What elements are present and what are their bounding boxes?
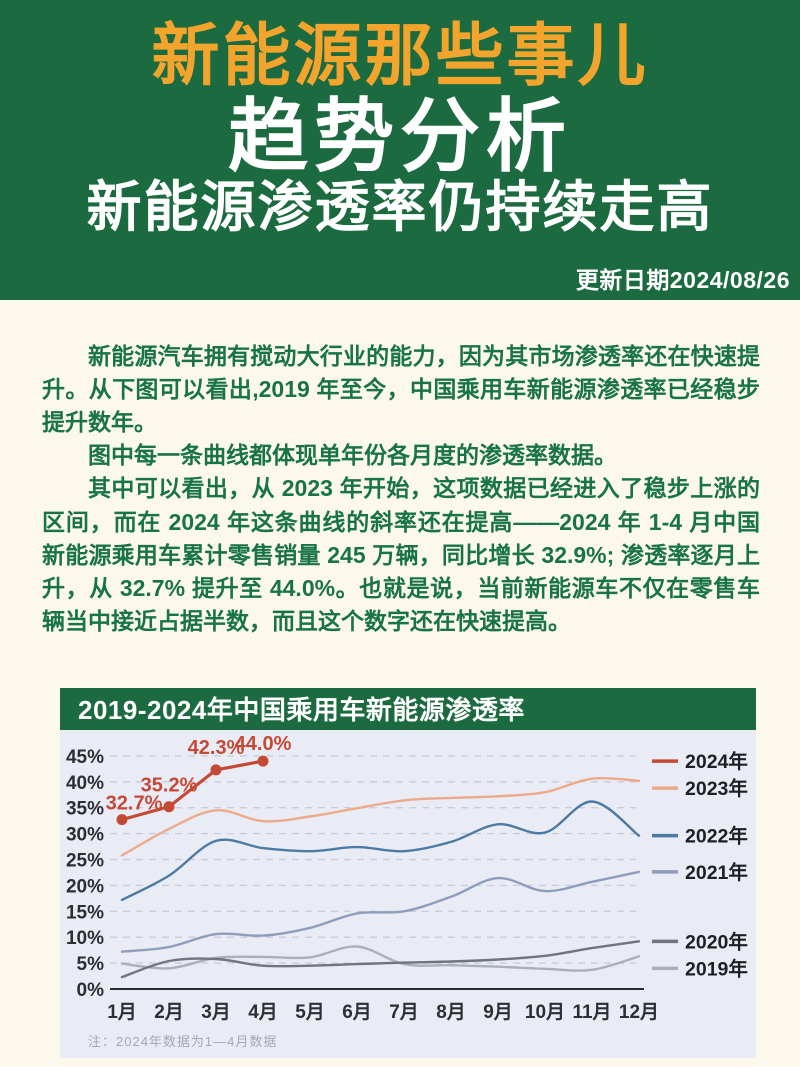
svg-text:2024年: 2024年	[685, 750, 748, 773]
svg-text:25%: 25%	[66, 850, 104, 871]
svg-text:5%: 5%	[77, 954, 105, 975]
svg-text:2023年: 2023年	[685, 777, 748, 800]
penetration-line-chart: 0% 5% 10% 15% 20% 25% 30% 35% 40% 45% 1月 2月 3月 4月 5月 6月…	[66, 733, 748, 1023]
svg-text:3月: 3月	[201, 1002, 231, 1023]
svg-text:45%: 45%	[66, 747, 104, 768]
svg-text:8月: 8月	[436, 1002, 466, 1023]
svg-text:2020年: 2020年	[685, 930, 748, 953]
svg-text:6月: 6月	[342, 1002, 372, 1023]
svg-text:5月: 5月	[295, 1002, 325, 1023]
chart-title: 2019-2024年中国乘用车新能源渗透率	[78, 695, 525, 726]
chart-note: 注：2024年数据为1—4月数据	[88, 1033, 278, 1049]
paragraph-1: 新能源汽车拥有搅动大行业的能力，因为其市场渗透率还在快速提升。从下图可以看出,2…	[42, 343, 760, 436]
svg-text:35%: 35%	[66, 799, 104, 820]
chart-title-bar: 2019-2024年中国乘用车新能源渗透率	[60, 687, 756, 730]
headline: 新能源渗透率仍持续走高	[86, 176, 714, 239]
svg-text:30%: 30%	[66, 825, 104, 846]
article-body: 新能源汽车拥有搅动大行业的能力，因为其市场渗透率还在快速提升。从下图可以看出,2…	[0, 300, 800, 638]
svg-text:7月: 7月	[389, 1002, 419, 1023]
svg-text:35.2%: 35.2%	[141, 775, 198, 797]
svg-text:2022年: 2022年	[685, 825, 748, 848]
svg-text:40%: 40%	[66, 773, 104, 794]
chart-card: 2019-2024年中国乘用车新能源渗透率 0% 5% 10% 15% 20% 25% 30…	[60, 687, 756, 1058]
svg-text:2021年: 2021年	[685, 861, 748, 884]
svg-text:11月: 11月	[572, 1002, 611, 1023]
svg-text:2019年: 2019年	[685, 957, 748, 980]
svg-text:1月: 1月	[107, 1002, 137, 1023]
svg-text:12月: 12月	[619, 1002, 659, 1023]
svg-text:10%: 10%	[66, 928, 104, 949]
svg-text:0%: 0%	[77, 980, 105, 1001]
update-date: 更新日期2024/08/26	[575, 267, 790, 293]
paragraph-2: 图中每一条曲线都体现单年份各月度的渗透率数据。	[88, 442, 617, 469]
svg-text:32.7%: 32.7%	[106, 793, 163, 815]
hero-header: 新能源那些事儿 趋势分析 新能源渗透率仍持续走高 更新日期2024/08/26	[0, 0, 800, 300]
svg-text:10月: 10月	[525, 1002, 565, 1023]
brand-title: 新能源那些事儿	[151, 18, 649, 94]
svg-text:20%: 20%	[66, 876, 104, 897]
paragraph-3: 其中可以看出，从 2023 年开始，这项数据已经进入了稳步上涨的区间，而在 20…	[42, 475, 760, 634]
svg-text:2月: 2月	[154, 1002, 184, 1023]
svg-text:42.3%: 42.3%	[188, 737, 245, 759]
section-title: 趋势分析	[228, 91, 572, 181]
chart-plot-area: 0% 5% 10% 15% 20% 25% 30% 35% 40% 45% 1月 2月 3月 4月 5月 6月…	[60, 729, 756, 1058]
svg-text:9月: 9月	[483, 1002, 513, 1023]
svg-text:15%: 15%	[66, 902, 104, 923]
svg-text:44.0%: 44.0%	[235, 733, 292, 755]
svg-text:4月: 4月	[248, 1002, 278, 1023]
